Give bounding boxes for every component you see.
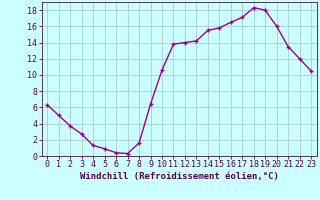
X-axis label: Windchill (Refroidissement éolien,°C): Windchill (Refroidissement éolien,°C) bbox=[80, 172, 279, 181]
